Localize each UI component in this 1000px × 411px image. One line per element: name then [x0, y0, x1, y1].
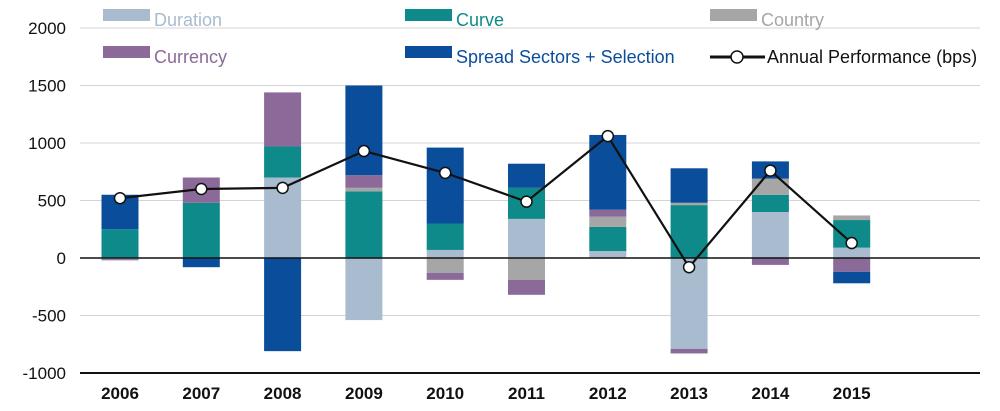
bar-segment-2007-spread-sectors-selection	[182, 258, 220, 268]
bar-segment-2009-duration	[345, 258, 383, 321]
x-tick-label: 2008	[264, 384, 302, 403]
performance-point-2015	[845, 236, 858, 250]
legend-swatch-curve	[405, 9, 452, 21]
performance-line-path	[119, 134, 853, 270]
legend-label: Currency	[154, 47, 227, 67]
x-tick-label: 2015	[833, 384, 871, 403]
bar-segment-2011-duration	[508, 218, 545, 258]
y-tick-label: 1000	[28, 134, 66, 153]
x-tick-label: 2011	[508, 384, 545, 403]
legend-label: Curve	[456, 10, 504, 30]
bar-segment-2011-country	[508, 258, 545, 280]
bar-segment-2007-curve	[182, 202, 220, 258]
bar-segment-2013-spread-sectors-selection	[670, 168, 708, 203]
x-tick-label: 2012	[589, 384, 627, 403]
bar-segment-2015-duration	[833, 247, 871, 258]
performance-point-2013	[682, 260, 696, 274]
y-tick-label: 500	[38, 192, 66, 211]
x-tick-label: 2009	[345, 384, 383, 403]
performance-point-2011	[520, 195, 533, 208]
legend-swatch-duration	[103, 9, 150, 21]
bar-segment-2011-currency	[508, 279, 545, 295]
bar-segment-2012-duration	[589, 251, 627, 258]
y-tick-label: -1000	[23, 364, 66, 383]
legend-label: Annual Performance (bps)	[767, 47, 977, 67]
performance-point-2012	[601, 129, 615, 143]
bar-segment-2012-curve	[589, 226, 627, 252]
y-tick-label: 2000	[28, 19, 66, 38]
bar-segment-2015-currency	[833, 258, 871, 272]
bar-segment-2009-spread-sectors-selection	[345, 85, 383, 176]
bar-segment-2010-country	[426, 258, 464, 273]
bar-segment-2012-currency	[589, 209, 627, 217]
bar-segment-2012-country	[589, 216, 627, 227]
bars	[101, 85, 871, 354]
legend-swatch-country	[710, 9, 757, 21]
bar-segment-2008-currency	[264, 92, 302, 147]
bar-segment-2014-currency	[751, 258, 789, 265]
bar-segment-2010-currency	[426, 272, 464, 280]
legend: Duration Curve Country Currency Spread Secto…	[103, 9, 977, 67]
legend-label: Duration	[154, 10, 222, 30]
bar-segment-2013-curve	[670, 205, 708, 258]
bar-segment-2015-spread-sectors-selection	[833, 271, 871, 284]
bar-segment-2006-curve	[101, 229, 139, 258]
y-tick-label: -500	[32, 307, 66, 326]
performance-line	[113, 129, 858, 274]
bar-segment-2009-currency	[345, 175, 383, 188]
bar-segment-2009-country	[345, 187, 383, 192]
bar-segment-2008-curve	[264, 146, 302, 178]
bar-segment-2014-curve	[751, 194, 789, 212]
bar-segment-2013-currency	[670, 348, 708, 354]
bar-segment-2014-duration	[751, 212, 789, 258]
y-tick-label: 0	[57, 249, 66, 268]
performance-point-2008	[276, 181, 289, 195]
legend-line-marker	[730, 50, 744, 64]
performance-point-2009	[357, 144, 371, 158]
x-axis-ticks: 2006 2007 2008 2009 2010 2011 2012 2013 2014 2015	[101, 384, 871, 403]
bar-segment-2006-currency	[101, 259, 139, 261]
x-tick-label: 2013	[670, 384, 708, 403]
x-tick-label: 2014	[751, 384, 789, 403]
bar-segment-2008-spread-sectors-selection	[264, 258, 302, 352]
legend-swatch-spread-sectors-selection	[405, 46, 452, 58]
x-tick-label: 2006	[101, 384, 139, 403]
gridlines	[80, 27, 980, 316]
performance-point-2010	[438, 166, 452, 180]
y-tick-label: 1500	[28, 77, 66, 96]
bar-segment-2013-country	[670, 202, 708, 206]
x-tick-label: 2007	[182, 384, 220, 403]
performance-point-2014	[764, 164, 777, 177]
legend-swatch-currency	[103, 46, 150, 58]
bar-segment-2011-spread-sectors-selection	[508, 163, 545, 188]
x-tick-label: 2010	[426, 384, 464, 403]
y-axis-ticks: 2000 1500 1000 500 0 -500 -1000	[23, 19, 66, 383]
bar-segment-2015-country	[833, 215, 871, 221]
legend-label: Country	[761, 10, 824, 30]
performance-point-2006	[113, 191, 127, 205]
performance-point-2007	[195, 182, 208, 196]
legend-label: Spread Sectors + Selection	[456, 47, 675, 67]
bar-segment-2009-curve	[345, 191, 383, 258]
bar-segment-2010-duration	[426, 249, 464, 258]
bar-segment-2010-curve	[426, 223, 464, 250]
bar-segment-2010-spread-sectors-selection	[426, 147, 464, 224]
